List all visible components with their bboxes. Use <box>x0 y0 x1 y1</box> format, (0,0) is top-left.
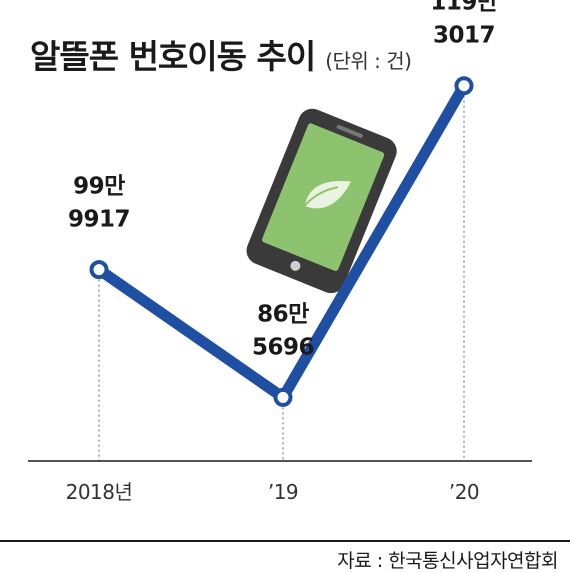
x-tick-label-0: 2018년 <box>66 480 133 504</box>
source-note: 자료 : 한국통신사업자연합회 <box>337 550 558 572</box>
data-label-2-0: 119만 <box>430 0 498 16</box>
data-point-0 <box>89 260 109 280</box>
data-label-2-1: 3017 <box>433 23 495 49</box>
title-row: 알뜰폰 번호이동 추이 (단위 : 건) <box>30 30 412 76</box>
x-tick-label-1: ’19 <box>268 480 298 504</box>
data-label-0-0: 99만 <box>73 174 125 200</box>
data-point-1 <box>273 387 293 407</box>
data-label-1-0: 86만 <box>257 301 309 327</box>
data-point-2 <box>454 76 474 96</box>
smartphone-leaf-icon <box>246 108 397 294</box>
chart-title: 알뜰폰 번호이동 추이 <box>30 37 316 76</box>
line-chart: 99만 9917 86만 5696 119만 3017 2018년 ’19 ’20 <box>28 0 532 504</box>
unit-label: (단위 : 건) <box>325 49 412 73</box>
data-label-1-1: 5696 <box>252 334 314 360</box>
data-label-0-1: 9917 <box>68 207 130 233</box>
footer-rule <box>0 540 570 571</box>
x-tick-label-2: ’20 <box>449 480 479 504</box>
